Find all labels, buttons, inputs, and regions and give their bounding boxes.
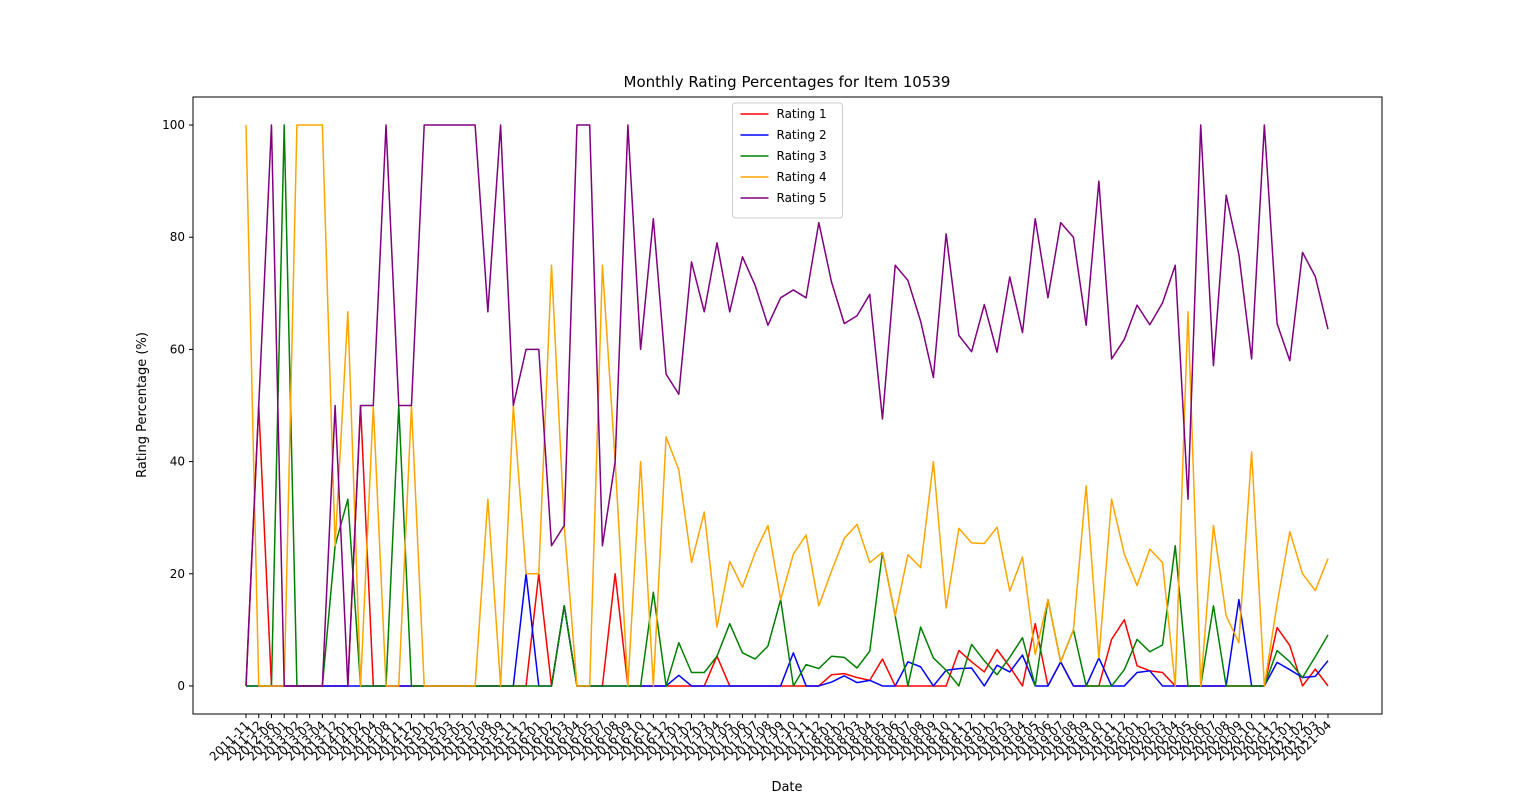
legend-label: Rating 1 [777, 107, 827, 121]
series-line [245, 124, 1329, 687]
y-tick-label: 100 [162, 118, 185, 132]
legend-label: Rating 5 [777, 191, 827, 205]
y-axis-label: Rating Percentage (%) [135, 332, 150, 478]
y-tick-label: 60 [170, 342, 185, 356]
y-tick-label: 20 [170, 567, 185, 581]
y-tick-label: 40 [170, 455, 185, 469]
series-line [245, 124, 1329, 687]
legend-label: Rating 3 [777, 149, 827, 163]
legend-box [732, 102, 843, 219]
legend-label: Rating 2 [777, 128, 827, 142]
x-axis-label: Date [771, 780, 802, 795]
plot-frame [192, 96, 1383, 715]
y-tick-label: 0 [177, 679, 185, 693]
y-tick-label: 80 [170, 230, 185, 244]
chart-title: Monthly Rating Percentages for Item 1053… [624, 73, 951, 91]
legend-label: Rating 4 [777, 170, 827, 184]
legend: Rating 1 Rating 2 Rating 3 Rating 4 Rating 5 [732, 102, 843, 219]
